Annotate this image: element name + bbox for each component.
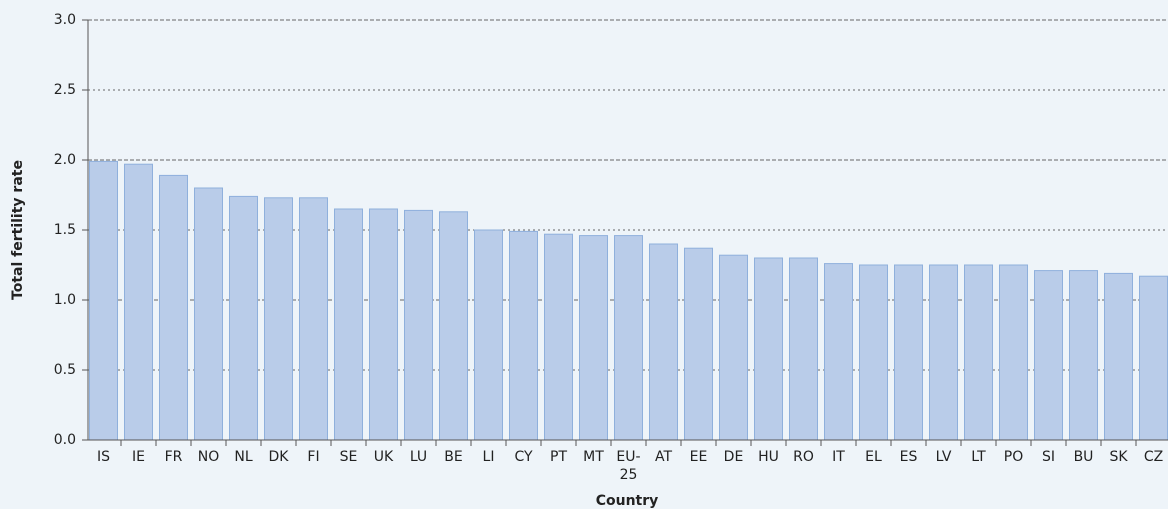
x-tick-label: EE: [690, 449, 708, 465]
bar: [999, 264, 1028, 441]
bar: [334, 208, 363, 441]
x-tick-label: LT: [971, 449, 986, 465]
bar: [509, 230, 538, 441]
x-tick-label: LI: [483, 449, 495, 465]
x-tick-label: RO: [793, 449, 814, 465]
x-tick-label: DK: [269, 449, 290, 465]
bar: [1139, 275, 1168, 441]
bar: [684, 247, 713, 441]
bar: [929, 264, 958, 441]
y-tick-label: 1.5: [54, 222, 76, 238]
x-tick-label: IS: [97, 449, 110, 465]
bar: [229, 195, 258, 441]
bar: [404, 209, 433, 441]
bar: [124, 163, 153, 441]
y-tick-label: 0.0: [54, 432, 76, 448]
bar: [579, 235, 608, 441]
x-tick-label: ES: [900, 449, 918, 465]
bar: [894, 264, 923, 441]
bar: [789, 257, 818, 441]
bar: [1069, 270, 1098, 441]
y-tick-label: 0.5: [54, 362, 76, 378]
bar: [544, 233, 573, 441]
bar: [824, 263, 853, 441]
x-tick-label: FR: [165, 449, 183, 465]
bar: [194, 187, 223, 441]
y-tick-label: 1.0: [54, 292, 76, 308]
x-tick-label: EL: [865, 449, 882, 465]
y-axis-title: Total fertility rate: [10, 160, 26, 300]
x-tick-label: CZ: [1144, 449, 1163, 465]
x-tick-label: BU: [1074, 449, 1094, 465]
bar: [964, 264, 993, 441]
x-tick-label: PT: [550, 449, 567, 465]
bar: [439, 211, 468, 441]
y-tick-label: 2.5: [54, 82, 76, 98]
y-tick-label: 3.0: [54, 12, 76, 28]
x-tick-label: LV: [936, 449, 952, 465]
x-tick-label: NL: [234, 449, 252, 465]
bar: [719, 254, 748, 441]
x-tick-label: HU: [758, 449, 779, 465]
x-tick-label: SI: [1042, 449, 1055, 465]
bar: [299, 197, 328, 441]
x-tick-label: LU: [410, 449, 427, 465]
x-tick-label: MT: [583, 449, 604, 465]
bar: [89, 160, 118, 441]
bar: [474, 229, 503, 441]
bar: [614, 235, 643, 441]
x-tick-label: SE: [340, 449, 358, 465]
x-tick-label: CY: [514, 449, 533, 465]
x-tick-label: EU-25: [616, 449, 640, 483]
x-tick-label: NO: [198, 449, 220, 465]
x-tick-label: FI: [307, 449, 319, 465]
bar: [1034, 270, 1063, 441]
x-tick-label: DE: [724, 449, 744, 465]
x-tick-label: SK: [1109, 449, 1128, 465]
x-tick-label: PO: [1004, 449, 1023, 465]
bar: [859, 264, 888, 441]
bar: [159, 174, 188, 441]
x-axis-title: Country: [596, 493, 659, 509]
y-tick-label: 2.0: [54, 152, 76, 168]
bar: [1104, 272, 1133, 441]
bar: [754, 257, 783, 441]
x-tick-label: IT: [832, 449, 845, 465]
bar: [369, 208, 398, 441]
x-tick-label: UK: [374, 449, 394, 465]
bar: [264, 197, 293, 441]
bar: [649, 243, 678, 441]
x-tick-label: IE: [132, 449, 145, 465]
x-tick-label: BE: [444, 449, 462, 465]
x-tick-label: AT: [655, 449, 672, 465]
